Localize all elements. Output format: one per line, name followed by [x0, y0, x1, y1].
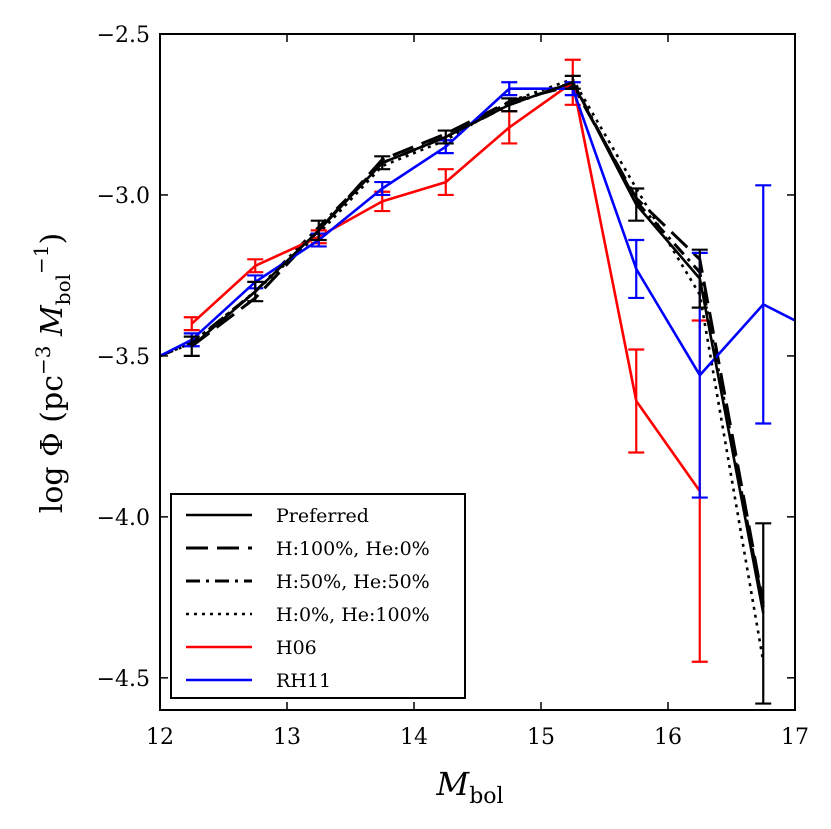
y-tick-label: −4.0: [97, 506, 150, 531]
error-bar: [247, 258, 264, 274]
legend: Preferred H:100%, He:0% H:50%, He:50% H:0%,…: [170, 493, 466, 699]
y-axis-label-sub: bol: [51, 274, 75, 305]
y-axis-label-sup1: −3: [31, 345, 55, 374]
error-bar: [564, 74, 581, 90]
error-bar: [437, 129, 454, 145]
series-line-1: [190, 84, 765, 605]
y-tick-label: −3.5: [97, 345, 150, 370]
legend-label-2: H:50%, He:50%: [276, 571, 430, 593]
error-bar: [755, 522, 772, 705]
plot-frame: [159, 33, 796, 711]
legend-label-4: H06: [276, 637, 317, 659]
error-bar: [374, 155, 391, 171]
error-bar: [183, 335, 200, 358]
x-tick-label: 14: [400, 725, 428, 750]
legend-label-5: RH11: [276, 670, 331, 692]
x-tick-label: 15: [527, 725, 555, 750]
legend-label-1: H:100%, He:0%: [276, 538, 430, 560]
error-bar: [437, 168, 454, 197]
x-tick-label: 16: [654, 725, 682, 750]
error-bar: [628, 238, 645, 300]
x-axis-label-sub: bol: [469, 784, 503, 809]
error-bar: [501, 97, 518, 113]
x-axis-label-main: M: [435, 765, 470, 803]
ticks-layer: 12 13 14 15 16 17 −2.5 −3.0 −3.5 −4.0 −4.5: [97, 23, 809, 750]
error-bar: [628, 187, 645, 222]
x-tick-label: 17: [781, 725, 809, 750]
y-axis-label-mid: M: [35, 304, 70, 346]
error-bar: [247, 280, 264, 303]
x-tick-label: 13: [273, 725, 301, 750]
y-axis-label-end: ): [35, 233, 70, 245]
series-line-5: [160, 87, 795, 377]
error-bar: [501, 81, 518, 97]
y-axis-label-main: log Φ (pc: [35, 375, 70, 513]
y-tick-label: −2.5: [97, 23, 150, 48]
x-tick-label: 12: [146, 725, 174, 750]
error-bar: [374, 180, 391, 197]
series-line-0: [190, 81, 765, 614]
error-bar: [628, 348, 645, 454]
y-tick-label: −4.5: [97, 667, 150, 692]
y-axis-label: log Φ (pc−3 Mbol−1): [29, 233, 75, 513]
y-tick-label: −3.0: [97, 184, 150, 209]
legend-label-3: H:0%, He:100%: [276, 604, 430, 626]
legend-label-0: Preferred: [276, 505, 369, 527]
error-bar: [310, 219, 327, 242]
error-bar: [183, 316, 200, 332]
y-axis-label-sup2: −1: [29, 244, 53, 273]
legend-box: [170, 493, 466, 699]
error-bar: [755, 184, 772, 425]
x-axis-label: Mbol: [435, 765, 503, 809]
error-bar: [691, 248, 708, 309]
series-layer: [160, 58, 795, 705]
